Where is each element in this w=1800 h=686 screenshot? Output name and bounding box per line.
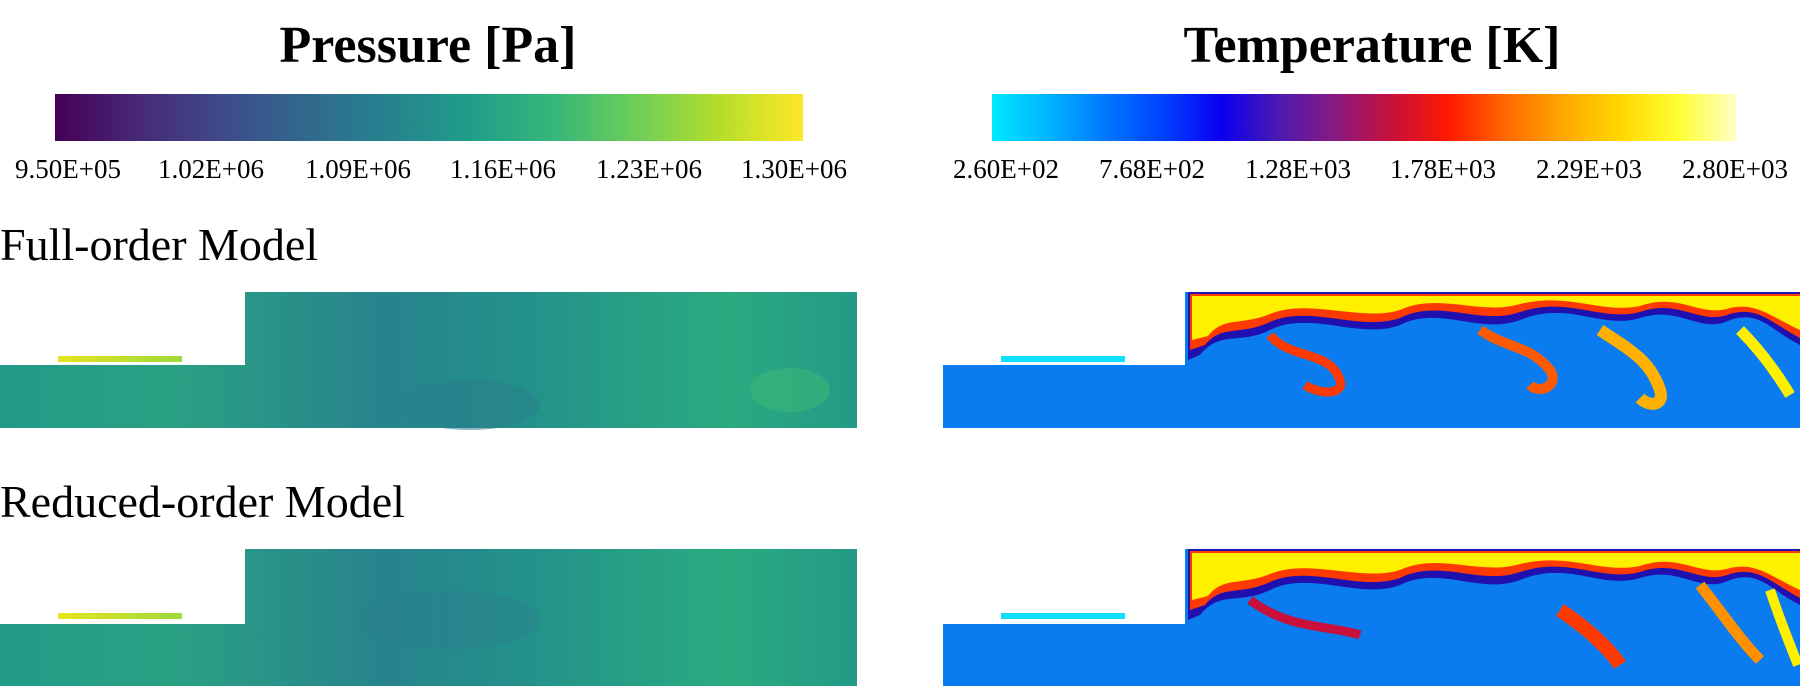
vortex-1 (1247, 596, 1362, 640)
injector-wall (58, 619, 182, 622)
reduced-order-label: Reduced-order Model (0, 476, 405, 527)
vortex-4 (1736, 326, 1795, 398)
injector-wall (1001, 362, 1125, 365)
temperature-colorbar-ticks: 2.60E+02 7.68E+02 1.28E+03 1.78E+03 2.29… (953, 154, 1788, 184)
temperature-panel-header: Temperature [K] 2.60E+02 7.68E+02 1.28E+… (953, 17, 1788, 184)
pressure-tick-6: 1.30E+06 (741, 154, 847, 184)
injector-wall (58, 362, 182, 365)
vortex-2 (1477, 325, 1558, 394)
temperature-tick-1: 2.60E+02 (953, 154, 1059, 184)
reduced-order-temperature-field (943, 549, 1800, 686)
vortex-3 (1596, 325, 1667, 410)
flame-hot-core (1192, 553, 1800, 600)
pressure-colorbar-ticks: 9.50E+05 1.02E+06 1.09E+06 1.16E+06 1.23… (15, 154, 847, 184)
flame-structure (1188, 292, 1800, 410)
full-order-pressure-field (0, 292, 857, 430)
low-pressure-region (360, 590, 540, 650)
pressure-tick-1: 9.50E+05 (15, 154, 121, 184)
pressure-tick-2: 1.02E+06 (158, 154, 264, 184)
flame-structure (1188, 549, 1800, 670)
flame-hot-core (1192, 296, 1800, 340)
pressure-tick-3: 1.09E+06 (305, 154, 411, 184)
vortex-4 (1765, 588, 1800, 667)
pressure-tick-4: 1.16E+06 (450, 154, 556, 184)
injector-wall (1001, 619, 1125, 622)
pressure-injector (58, 356, 182, 362)
pressure-injector (58, 613, 182, 619)
high-pressure-region (750, 368, 830, 412)
temperature-injector (1001, 356, 1125, 362)
pressure-panel-header: Pressure [Pa] 9.50E+05 1.02E+06 1.09E+06… (15, 17, 847, 184)
pressure-title: Pressure [Pa] (280, 17, 577, 74)
pressure-colorbar (55, 94, 803, 141)
temperature-tick-5: 2.29E+03 (1536, 154, 1642, 184)
temperature-tick-2: 7.68E+02 (1099, 154, 1205, 184)
temperature-title: Temperature [K] (1184, 17, 1561, 74)
vortex-2 (1556, 604, 1626, 670)
temperature-tick-3: 1.28E+03 (1245, 154, 1351, 184)
temperature-colorbar (992, 94, 1736, 141)
pressure-domain (0, 292, 857, 428)
full-order-temperature-field (943, 292, 1800, 428)
temperature-injector (1001, 613, 1125, 619)
temperature-domain (943, 292, 1800, 428)
pressure-tick-5: 1.23E+06 (596, 154, 702, 184)
full-order-label: Full-order Model (0, 219, 318, 270)
temperature-domain (943, 549, 1800, 686)
reduced-order-pressure-field (0, 549, 857, 686)
temperature-tick-4: 1.78E+03 (1390, 154, 1496, 184)
low-pressure-region (400, 380, 540, 430)
vortex-1 (1266, 331, 1346, 397)
temperature-tick-6: 2.80E+03 (1682, 154, 1788, 184)
vortex-3 (1695, 581, 1764, 664)
